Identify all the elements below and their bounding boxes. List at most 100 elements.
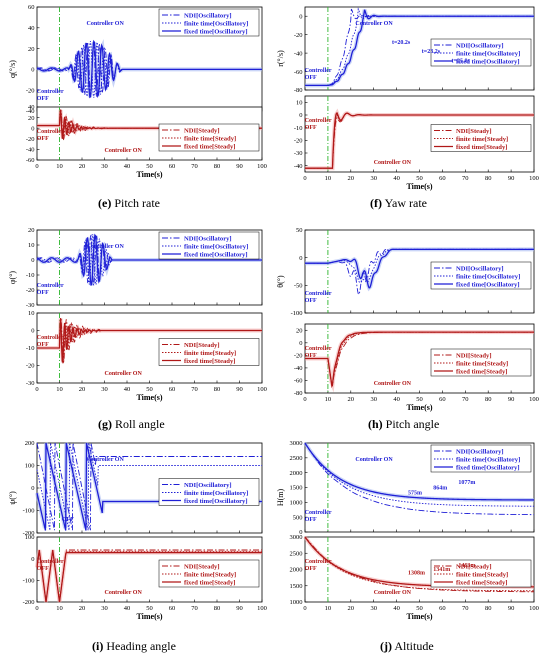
panel-g_bot: 0 10 20 30 40 50 60 70 80 90 100 -30 -20 -10 0 10 NDI[St…	[26, 310, 267, 402]
legend-label: finite time[Oscillatory]	[456, 456, 520, 463]
annotation-label: Controller ON	[355, 21, 393, 27]
series-line-2	[304, 536, 534, 592]
y-tick-label: 0	[31, 556, 34, 563]
y-tick-label: -200	[23, 599, 35, 606]
legend: NDI[Oscillatory]finite time[Oscillatory]…	[430, 38, 532, 67]
y-tick-label: -20	[26, 287, 35, 294]
caption-i-letter: (i)	[92, 639, 104, 653]
annotation-label: Controller	[305, 68, 332, 74]
legend-label: NDI[Steady]	[456, 352, 492, 359]
x-tick-label: 50	[416, 396, 423, 403]
panel-e_bot: 0 10 20 30 40 50 60 70 80 90 100 -60 -40 -20 0 20 40 NDI[…	[26, 104, 267, 179]
legend-label: fixed time[Steady]	[184, 143, 235, 150]
annotation-label: OFF	[37, 136, 49, 142]
y-tick-label: -20	[294, 32, 303, 39]
legend-label: finite time[Oscillatory]	[456, 273, 520, 280]
y-tick-label: -60	[294, 378, 303, 385]
x-tick-label: 0	[35, 605, 38, 612]
x-tick-label: 40	[124, 605, 131, 612]
legend-label: fixed time[Oscillatory]	[184, 251, 248, 258]
x-tick-label: 60	[169, 605, 176, 612]
annotation-label: Controller	[305, 346, 332, 352]
caption-h: (h) Pitch angle	[368, 417, 439, 432]
panel-j_bot: 0 10 20 30 40 50 60 70 80 90 100 1000 1500 2000 2500 30…	[290, 534, 539, 621]
annotation-label: OFF	[305, 75, 317, 81]
x-tick-label: 20	[79, 386, 86, 393]
x-tick-label: 0	[35, 386, 38, 393]
legend-label: fixed time[Steady]	[184, 579, 235, 586]
y-tick-label: 2500	[290, 455, 303, 462]
x-tick-label: 80	[485, 175, 492, 182]
x-tick-label: 10	[56, 605, 63, 612]
y-tick-label: 3000	[290, 440, 303, 447]
panel-f_bot: 0 10 20 30 40 50 60 70 80 90 100 -40 -30 -20 -10 0 10 NDI…	[294, 95, 539, 191]
legend: NDI[Oscillatory]finite time[Oscillatory]…	[158, 231, 260, 260]
annotation-label: Controller ON	[87, 21, 125, 27]
legend-label: NDI[Steady]	[184, 127, 220, 134]
annotation-label: OFF	[37, 96, 49, 102]
x-axis-label: Time(s)	[136, 170, 162, 179]
y-tick-label: 20	[28, 115, 35, 122]
y-tick-label: 0	[31, 125, 34, 132]
x-tick-label: 60	[169, 163, 176, 170]
y-tick-label: 10	[296, 100, 303, 107]
panel-h_bot: 0 10 20 30 40 50 60 70 80 90 100 -80 -60 -40 -20 0 20 NDI…	[294, 323, 539, 412]
panel-e_top: -40 -20 0 20 40 60 NDI[Oscillatory]finite time…	[8, 4, 263, 115]
y-tick-label: 10	[28, 310, 35, 317]
x-tick-label: 0	[303, 396, 306, 403]
annotation-label: t=25.8s	[452, 58, 471, 64]
legend-label: finite time[Oscillatory]	[184, 243, 248, 250]
series-line-2	[304, 442, 534, 507]
annotation-label: Controller	[305, 291, 332, 297]
x-tick-label: 10	[325, 396, 332, 403]
legend-label: NDI[Oscillatory]	[184, 482, 232, 489]
legend: NDI[Oscillatory]finite time[Oscillatory]…	[158, 8, 260, 37]
annotation-label: OFF	[305, 517, 317, 523]
caption-e: (e) Pitch rate	[98, 196, 160, 211]
x-tick-label: 100	[529, 175, 539, 182]
annotation-label: Controller	[305, 559, 332, 565]
legend-label: fixed time[Oscillatory]	[456, 58, 520, 65]
caption-g: (g) Roll angle	[98, 417, 165, 432]
annotation-label: OFF	[37, 566, 49, 572]
x-tick-label: 10	[325, 175, 332, 182]
x-tick-label: 50	[146, 605, 153, 612]
legend-label: fixed time[Steady]	[456, 368, 507, 375]
legend: NDI[Steady]finite time[Steady]fixed time…	[158, 559, 260, 588]
legend-label: finite time[Oscillatory]	[184, 20, 248, 27]
x-tick-label: 60	[169, 386, 176, 393]
x-tick-label: 10	[56, 163, 63, 170]
y-axis-label: θ(°)	[276, 275, 285, 288]
x-axis-label: Time(s)	[406, 612, 432, 621]
annotation-label: Controller ON	[87, 457, 125, 463]
x-tick-label: 70	[191, 163, 198, 170]
y-tick-label: -60	[294, 69, 303, 76]
caption-j-letter: (j)	[380, 639, 392, 653]
x-tick-label: 30	[101, 163, 108, 170]
legend-label: NDI[Oscillatory]	[456, 42, 504, 49]
annotation-label: 575m	[408, 491, 422, 497]
legend-label: finite time[Steady]	[456, 136, 508, 143]
x-tick-label: 50	[416, 175, 423, 182]
x-tick-label: 20	[348, 605, 355, 612]
x-tick-label: 0	[303, 175, 306, 182]
y-tick-label: 20	[296, 327, 303, 334]
series-line-2	[37, 317, 262, 364]
annotation-label: Controller	[37, 129, 64, 135]
caption-f-text: Yaw rate	[384, 196, 428, 210]
caption-g-text: Roll angle	[115, 417, 165, 431]
series-line-3	[36, 39, 262, 99]
x-tick-label: 40	[393, 396, 400, 403]
annotation-label: OFF	[305, 566, 317, 572]
x-tick-label: 80	[214, 605, 221, 612]
legend: NDI[Oscillatory]finite time[Oscillatory]…	[158, 478, 260, 506]
y-tick-label: 0	[31, 328, 34, 335]
y-tick-label: -50	[294, 283, 303, 290]
annotation-label: Controller ON	[374, 381, 412, 387]
series-line-3	[305, 331, 534, 389]
y-tick-label: 1000	[290, 500, 303, 507]
y-tick-label: -20	[26, 136, 35, 143]
y-tick-label: 2500	[290, 550, 303, 557]
y-tick-label: -20	[294, 353, 303, 360]
annotation-label: Controller	[37, 335, 64, 341]
